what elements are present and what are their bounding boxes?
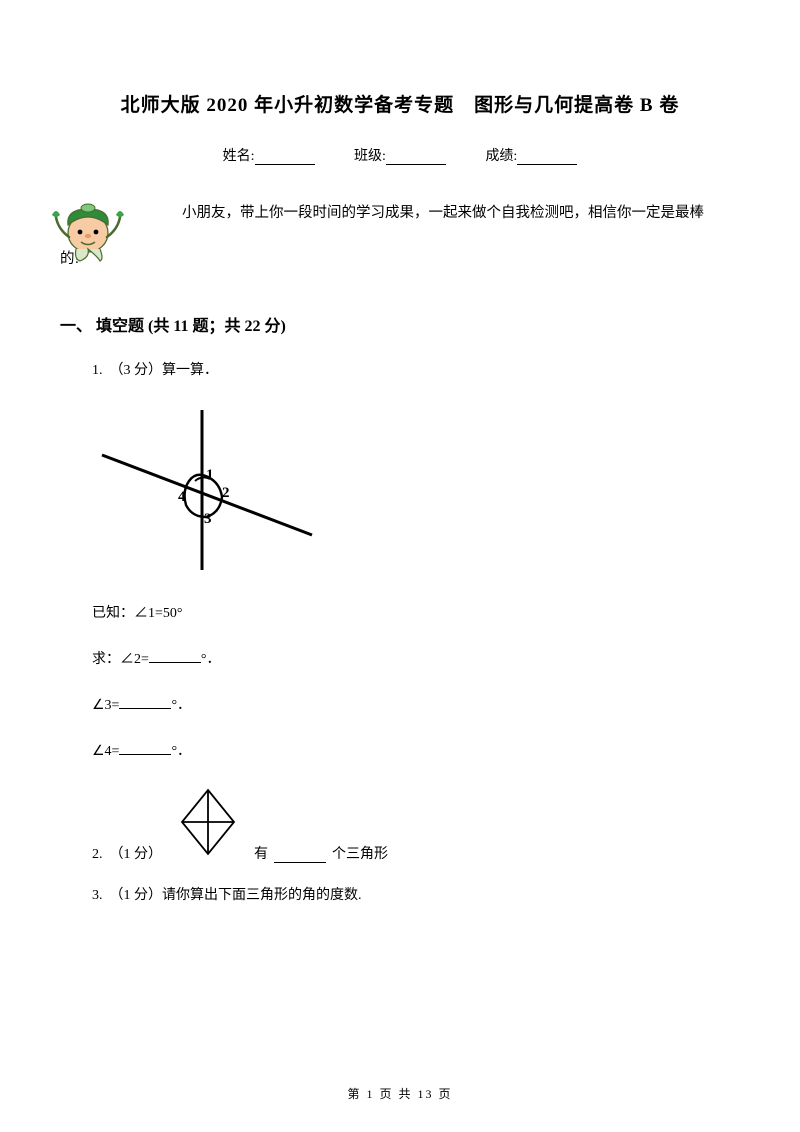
class-blank	[386, 151, 446, 165]
q2-figure	[178, 786, 238, 863]
class-field: 班级:	[354, 149, 449, 164]
q1-given: 已知：∠1=50°	[92, 602, 740, 622]
svg-text:1: 1	[206, 467, 214, 483]
svg-text:4: 4	[178, 489, 186, 505]
section-1-header: 一、 填空题 (共 11 题；共 22 分)	[60, 312, 740, 336]
name-blank	[255, 151, 315, 165]
intro-line1: 小朋友，带上你一段时间的学习成果，一起来做个自我检测吧，相信你一定是最棒	[60, 195, 740, 233]
q1-ask4: ∠4= °．	[92, 740, 740, 760]
mascot-icon	[48, 187, 134, 270]
q1-ask2-label: 求：∠2=	[92, 652, 149, 667]
q1-blank-3	[119, 697, 171, 709]
q1-ask4-label: ∠4=	[92, 744, 119, 759]
page-title: 北师大版 2020 年小升初数学备考专题 图形与几何提高卷 B 卷	[60, 90, 740, 117]
class-label: 班级:	[354, 149, 386, 164]
page-footer: 第 1 页 共 13 页	[0, 1085, 800, 1102]
question-3-prompt: 3. （1 分）请你算出下面三角形的角的度数.	[92, 883, 740, 910]
score-label: 成绩:	[485, 149, 517, 164]
q2-blank	[274, 851, 326, 863]
score-blank	[517, 151, 577, 165]
info-row: 姓名: 班级: 成绩:	[60, 145, 740, 165]
q2-prompt-c: 个三角形	[332, 843, 388, 863]
q1-blank-4	[119, 743, 171, 755]
q2-prompt-b: 有	[254, 843, 268, 863]
q1-ask3: ∠3= °．	[92, 694, 740, 714]
question-1-prompt: 1. （3 分）算一算．	[92, 358, 740, 385]
svg-text:3: 3	[204, 511, 212, 527]
q1-ask3-label: ∠3=	[92, 698, 119, 713]
q2-prompt-a: 2. （1 分）	[92, 843, 162, 863]
name-field: 姓名:	[223, 149, 318, 164]
svg-text:2: 2	[222, 485, 230, 501]
q1-blank-2	[149, 651, 201, 663]
q1-figure: 1 2 3 4	[92, 405, 740, 580]
q1-ask2: 求：∠2= °．	[92, 648, 740, 668]
question-2: 2. （1 分） 有 个三角形	[92, 786, 740, 863]
score-field: 成绩:	[485, 149, 577, 164]
q1-ask2-tail: °．	[201, 652, 221, 667]
name-label: 姓名:	[223, 149, 255, 164]
q1-ask4-tail: °．	[171, 744, 191, 759]
intro-text: 小朋友，带上你一段时间的学习成果，一起来做个自我检测吧，相信你一定是最棒 的!	[60, 195, 740, 278]
q1-ask3-tail: °．	[171, 698, 191, 713]
intro-block: 小朋友，带上你一段时间的学习成果，一起来做个自我检测吧，相信你一定是最棒 的!	[60, 195, 740, 278]
intro-line2: 的!	[60, 241, 740, 279]
